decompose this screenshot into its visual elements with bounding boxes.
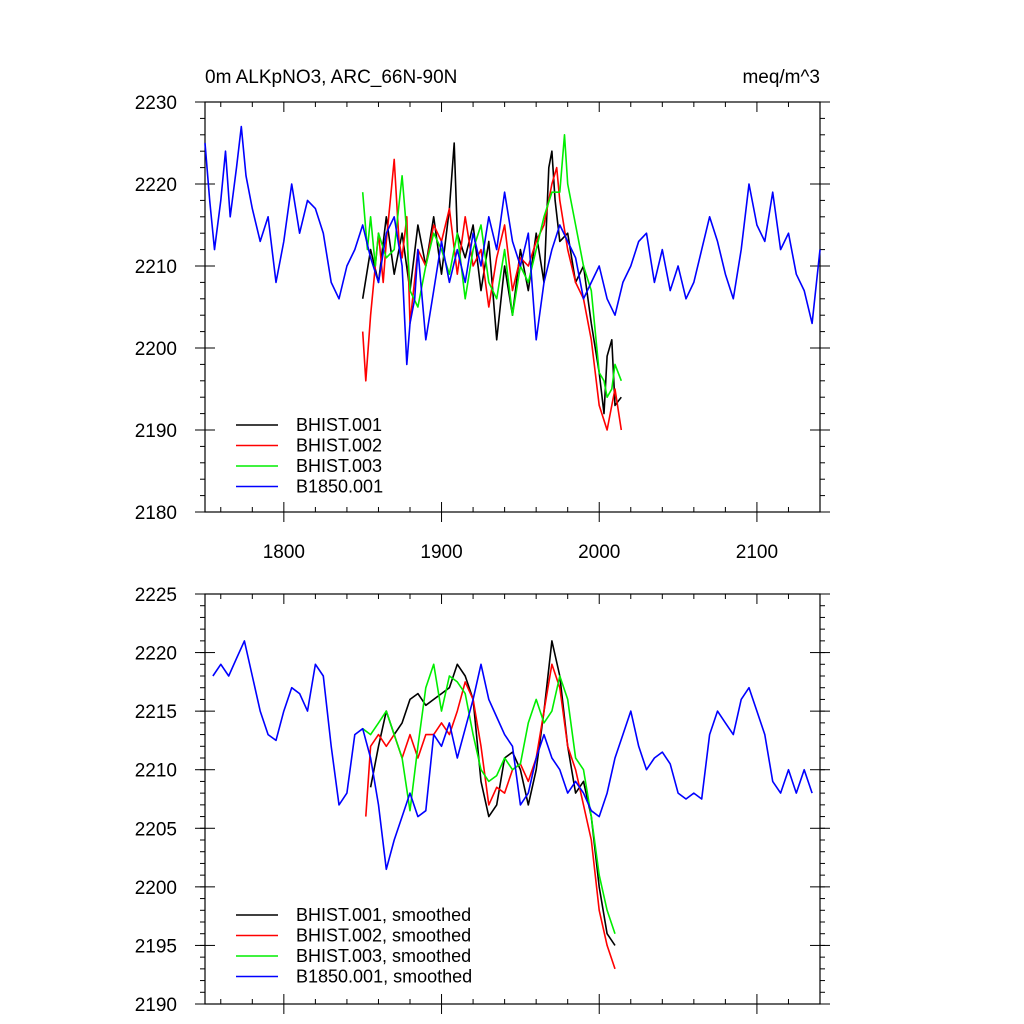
y-tick-label: 2195 — [135, 936, 177, 957]
y-tick-label: 2190 — [135, 995, 177, 1016]
legend-label: BHIST.003, smoothed — [296, 946, 471, 966]
x-tick-label: 1900 — [420, 542, 462, 563]
series-line-bhist-002 — [361, 158, 623, 431]
series-layer — [212, 640, 813, 970]
axes: 1800 1900 2000 2100 2180 2190 2200 2210 2220 2230 — [135, 93, 830, 563]
y-tick-label: 2205 — [135, 819, 177, 840]
series-line-b1850-001-smoothed — [212, 640, 813, 871]
units-label: meq/m^3 — [742, 67, 820, 88]
plot-frame — [204, 593, 821, 1005]
series-line-bhist-001 — [361, 142, 622, 415]
bottom-panel: 2190 2195 2200 2205 2210 2215 2220 2225 BHIST.0… — [135, 585, 830, 1016]
y-tick-label: 2200 — [135, 339, 177, 360]
series-layer — [204, 125, 821, 431]
plot-frame — [204, 101, 821, 513]
y-tick-label: 2210 — [135, 257, 177, 278]
series-line-bhist-001-smoothed — [369, 640, 616, 946]
y-tick-label: 2180 — [135, 503, 177, 524]
legend-label: BHIST.002, smoothed — [296, 926, 471, 946]
y-tick-label: 2225 — [135, 585, 177, 606]
y-tick-label: 2220 — [135, 175, 177, 196]
legend-label: BHIST.001, smoothed — [296, 905, 471, 925]
series-line-bhist-003-smoothed — [362, 663, 616, 934]
legend-label: B1850.001, smoothed — [296, 967, 472, 987]
series-line-bhist-003 — [361, 134, 623, 399]
series-line-bhist-002-smoothed — [365, 663, 616, 970]
x-tick-label: 2000 — [578, 542, 620, 563]
legend-label: BHIST.001 — [296, 415, 382, 435]
legend-label: B1850.001 — [296, 477, 383, 497]
y-tick-label: 2220 — [135, 644, 177, 665]
y-tick-label: 2215 — [135, 702, 177, 723]
series-line-b1850-001 — [204, 125, 821, 366]
x-tick-label: 1800 — [263, 542, 305, 563]
top-panel: 0m ALKpNO3, ARC_66N-90N meq/m^3 1800 1900… — [135, 67, 830, 563]
x-tick-label: 2100 — [736, 542, 778, 563]
y-tick-label: 2230 — [135, 93, 177, 114]
y-tick-label: 2190 — [135, 421, 177, 442]
y-tick-label: 2200 — [135, 878, 177, 899]
legend-label: BHIST.003 — [296, 456, 382, 476]
legend-label: BHIST.002 — [296, 436, 382, 456]
chart-title: 0m ALKpNO3, ARC_66N-90N — [205, 67, 457, 88]
axes: 2190 2195 2200 2205 2210 2215 2220 2225 — [135, 585, 830, 1016]
y-tick-label: 2210 — [135, 761, 177, 782]
